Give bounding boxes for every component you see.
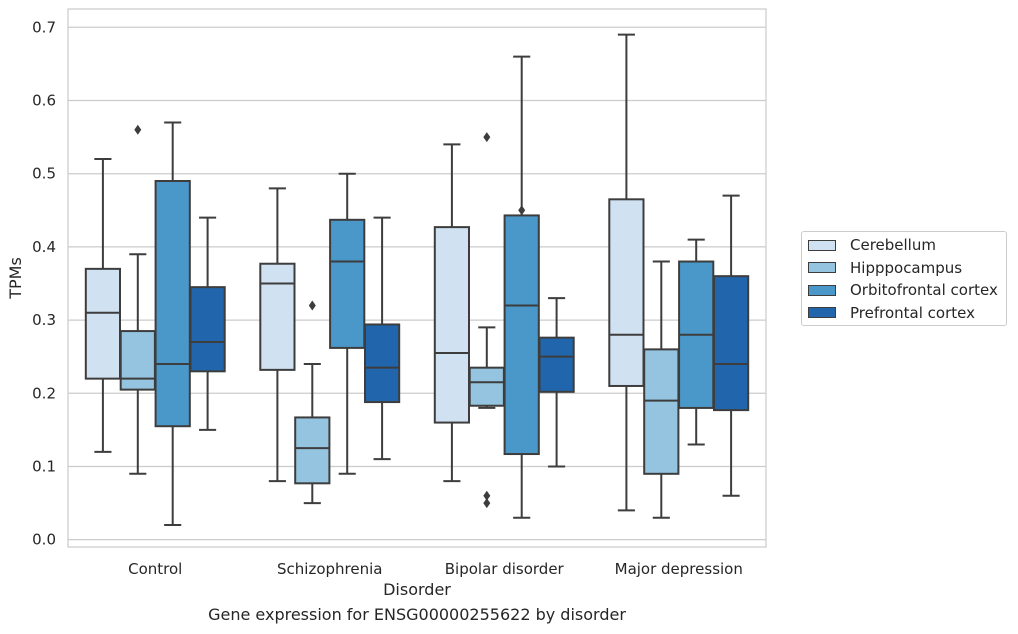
legend-item: Orbitofrontal cortex [808, 280, 998, 300]
plot-frame [67, 8, 767, 548]
box-group [84, 158, 122, 453]
y-tick-label: 0.4 [32, 238, 56, 256]
legend-swatch [808, 239, 836, 251]
outlier-point [308, 300, 316, 311]
series-orbitofrontal-cortex [154, 55, 715, 527]
legend-label: Cerebellum [850, 236, 936, 254]
box [363, 323, 401, 404]
box [154, 180, 191, 428]
y-tick-labels: 0.0 0.1 0.2 0.3 0.4 0.5 0.6 0.7 [32, 18, 56, 548]
chart-caption: Gene expression for ENSG00000255622 by d… [208, 605, 626, 624]
y-tick-label: 0.6 [32, 91, 56, 109]
outlier-point [134, 124, 142, 135]
series-hipppocampus [119, 124, 680, 519]
box [712, 275, 750, 412]
box [259, 262, 296, 371]
y-tick-label: 0.2 [32, 384, 56, 402]
x-tick-label: Bipolar disorder [445, 560, 565, 578]
x-tick-labels: Control Schizophrenia Bipolar disorder Majo… [128, 560, 743, 578]
box [433, 226, 471, 424]
legend-swatch [808, 307, 836, 318]
box [643, 348, 680, 475]
box [608, 198, 645, 387]
legend-label: Orbitofrontal cortex [850, 281, 998, 299]
box-group [608, 33, 645, 512]
series-prefrontal-cortex [189, 194, 750, 497]
box [329, 218, 366, 349]
legend-label: Prefrontal cortex [850, 303, 975, 322]
box-group [643, 260, 680, 519]
box-plot-series [84, 33, 750, 527]
x-tick-label: Schizophrenia [277, 560, 382, 578]
legend-item: Prefrontal cortex [808, 303, 975, 323]
x-axis-title: Disorder [383, 580, 451, 599]
legend-label: Hipppocampus [850, 258, 963, 277]
box-group [712, 194, 750, 497]
legend-item: Hipppocampus [808, 258, 962, 278]
box-group [329, 172, 366, 475]
box-group [503, 55, 540, 519]
y-tick-label: 0.7 [32, 18, 56, 36]
box [468, 366, 505, 407]
box [119, 330, 156, 391]
y-tick-label: 0.3 [32, 311, 56, 329]
outlier-point [483, 498, 491, 509]
outlier-point [483, 132, 491, 143]
box-group [363, 216, 401, 461]
outlier-point [518, 205, 526, 216]
box [538, 336, 575, 393]
legend-swatch [808, 262, 836, 273]
x-tick-label: Major depression [615, 560, 743, 578]
y-axis-title: TPMs [6, 257, 25, 300]
x-tick-label: Control [128, 560, 182, 578]
box [503, 214, 540, 456]
box-group [538, 297, 575, 468]
y-tick-label: 0.5 [32, 165, 56, 183]
box-group [119, 124, 156, 475]
legend: Cerebellum Hipppocampus Orbitofrontal cort… [801, 231, 1007, 326]
box [294, 416, 331, 485]
box-group [433, 143, 471, 483]
outlier-point [483, 490, 491, 501]
box-group [189, 216, 226, 431]
box-group [154, 121, 191, 527]
box [84, 267, 122, 380]
y-tick-label: 0.1 [32, 457, 56, 475]
series-cerebellum [84, 33, 645, 512]
legend-item: Cerebellum [808, 235, 936, 255]
box-group [678, 238, 715, 446]
box [189, 286, 226, 373]
y-tick-label: 0.0 [32, 531, 56, 549]
legend-swatch [808, 284, 836, 296]
box-group [294, 300, 331, 505]
box-group [259, 187, 296, 483]
